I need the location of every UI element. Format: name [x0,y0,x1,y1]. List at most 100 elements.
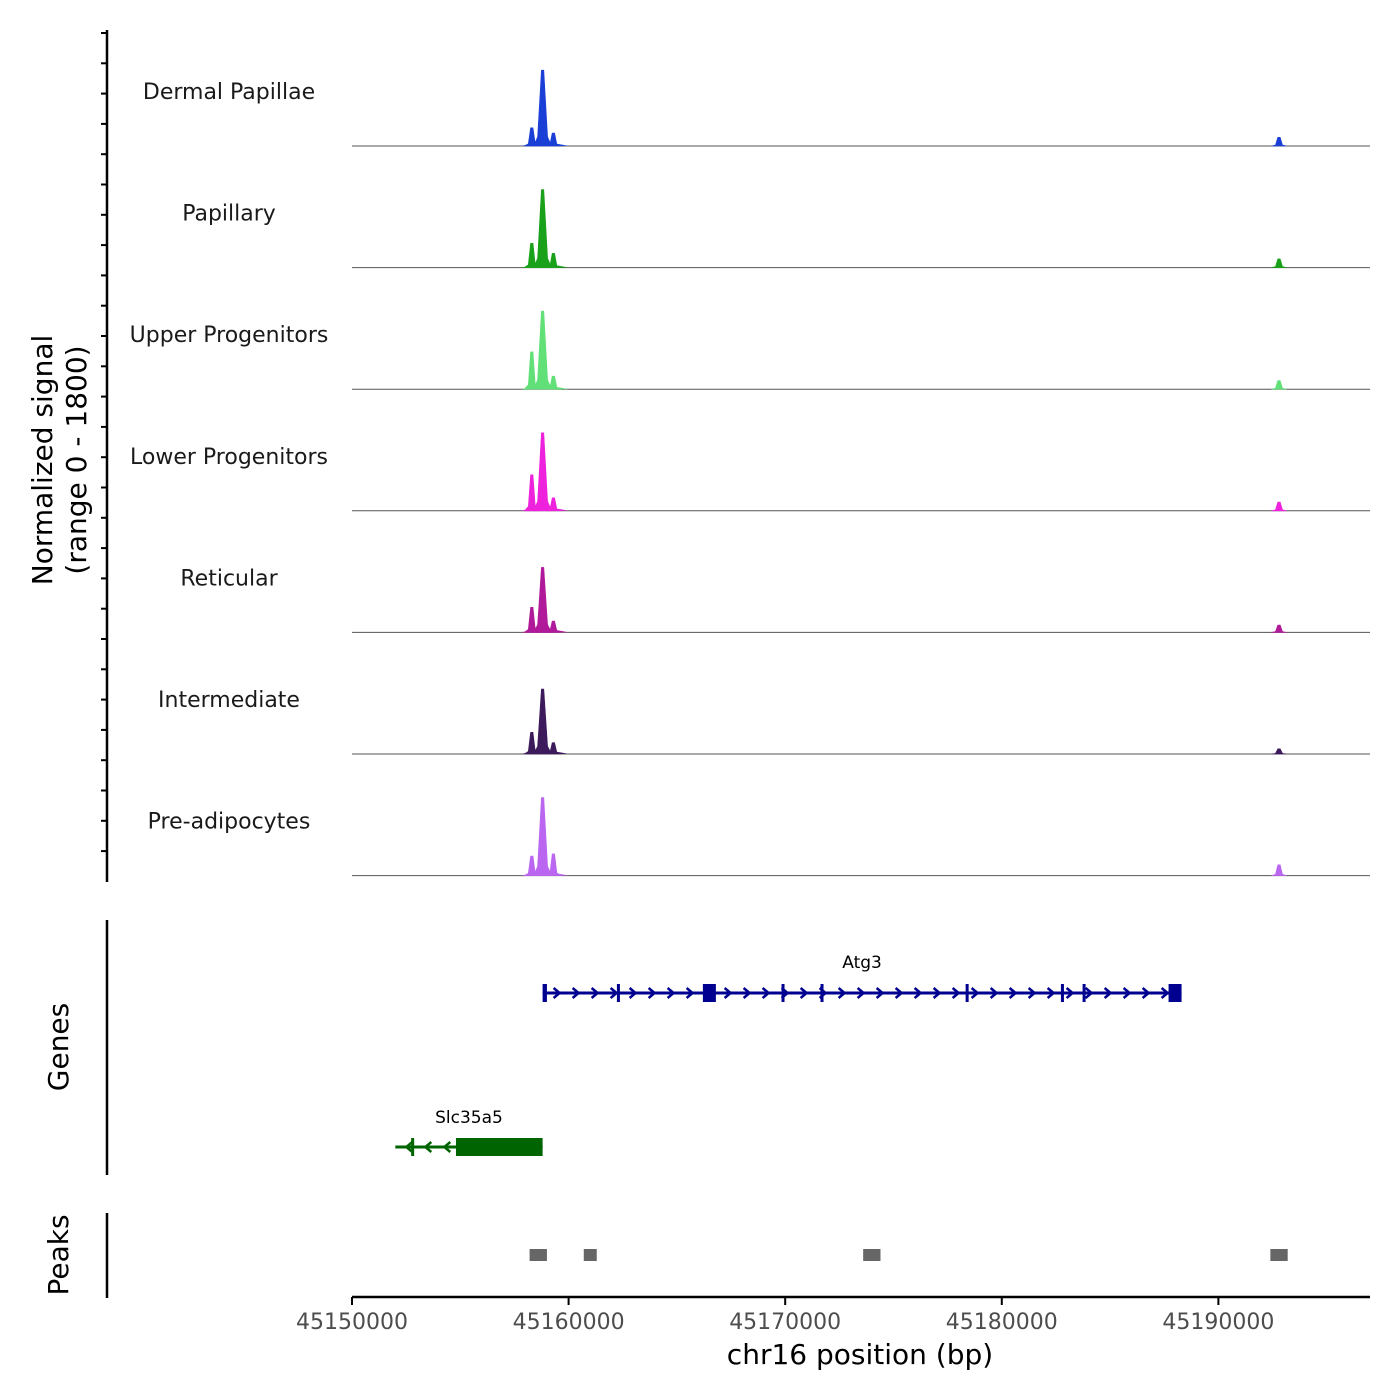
gene-track: Atg3 Slc35a5 [395,953,1182,1156]
peak-region [1270,1249,1288,1261]
track-label: Dermal Papillae [143,80,315,105]
peak-region [529,1249,547,1261]
peak-track [529,1249,1288,1261]
strand-chevron [552,987,562,999]
strand-chevron [742,987,752,999]
gene-exon-small [1082,984,1086,1002]
signal-peak [1271,137,1287,147]
coverage-tracks: Dermal Papillae Papillary Upper Progenitor… [130,69,1370,877]
gene-label: Atg3 [842,953,882,973]
strand-chevron [442,1141,452,1153]
gene-exon-small [411,1138,415,1156]
strand-chevron [1160,987,1170,999]
y-axis-title-line-2: (range 0 - 1800) [60,345,93,574]
gene-exon [702,984,716,1002]
gene-label: Slc35a5 [435,1108,503,1128]
gene-exon [455,1138,543,1156]
strand-chevron [951,987,961,999]
y-axis-title-line-1: Normalized signal [26,335,59,586]
x-axis-title: chr16 position (bp) [727,1338,993,1371]
strand-chevron [1122,987,1132,999]
track-label: Lower Progenitors [130,445,328,470]
x-tick-label: 45160000 [513,1310,625,1335]
x-tick-label: 45180000 [946,1310,1058,1335]
strand-chevron [989,987,999,999]
strand-chevron [1065,987,1075,999]
coverage-track: Lower Progenitors [130,432,1370,512]
strand-chevron [856,987,866,999]
strand-chevron [609,987,619,999]
signal-shoulder [520,264,569,268]
coverage-track: Pre-adipocytes [148,797,1370,877]
gene-exon-small [965,984,969,1002]
gene-exon-small [781,984,785,1002]
strand-chevron [913,987,923,999]
strand-chevron [837,987,847,999]
strand-chevron [404,1141,414,1153]
signal-peak [533,310,553,390]
strand-chevron [666,987,676,999]
gene-exon-small [616,984,620,1002]
track-label: Papillary [182,202,276,227]
gene-exon-small [1060,984,1064,1002]
coverage-track: Papillary [182,189,1370,269]
gene-exon [542,984,547,1002]
gene-exon-small [820,984,824,1002]
track-label: Pre-adipocytes [148,810,311,835]
strand-chevron [423,1141,433,1153]
signal-shoulder [520,507,569,511]
x-tick-label: 45150000 [296,1310,408,1335]
signal-peak [533,432,553,512]
strand-chevron [628,987,638,999]
track-label: Reticular [180,566,278,591]
strand-chevron [1008,987,1018,999]
signal-shoulder [520,629,569,633]
coverage-track: Reticular [180,566,1370,633]
strand-chevron [932,987,942,999]
strand-chevron [1027,987,1037,999]
peak-region [583,1249,597,1261]
x-tick-label: 45190000 [1162,1310,1274,1335]
strand-chevron [590,987,600,999]
signal-peak [533,189,553,268]
genes-track-label: Genes [42,1003,75,1091]
coverage-track: Upper Progenitors [130,310,1370,390]
signal-shoulder [520,386,569,390]
strand-chevron [970,987,980,999]
strand-chevron [1103,987,1113,999]
coverage-track: Dermal Papillae [143,69,1370,147]
strand-chevron [647,987,657,999]
gene-model: Atg3 [542,953,1182,1002]
signal-peak [1271,501,1287,512]
gene-model: Slc35a5 [395,1108,543,1156]
strand-chevron [1141,987,1151,999]
strand-chevron [894,987,904,999]
strand-chevron [799,987,809,999]
strand-chevron [571,987,581,999]
peaks-track-label: Peaks [42,1214,75,1295]
strand-chevron [761,987,771,999]
y-axis-title: Normalized signal (range 0 - 1800) [26,335,93,586]
track-label: Upper Progenitors [130,323,329,348]
signal-peak [533,567,553,633]
gene-exon [1168,984,1182,1002]
signal-peak [1271,258,1287,268]
signal-peak [1271,380,1287,390]
signal-peak [1271,864,1287,876]
strand-chevron [685,987,695,999]
signal-peak [1271,624,1287,633]
signal-shoulder [520,143,569,146]
signal-peak [533,69,553,147]
signal-peak [1271,748,1287,755]
strand-chevron [1046,987,1056,999]
strand-chevron [723,987,733,999]
track-label: Intermediate [158,688,300,713]
signal-y-ticks [101,32,107,853]
signal-peak [533,797,553,876]
signal-shoulder [520,872,569,876]
peak-region [863,1249,881,1261]
strand-chevron [1084,987,1094,999]
signal-shoulder [520,751,569,754]
x-axis-ticks: 45150000 45160000 45170000 45180000 45190000 [296,1297,1274,1335]
